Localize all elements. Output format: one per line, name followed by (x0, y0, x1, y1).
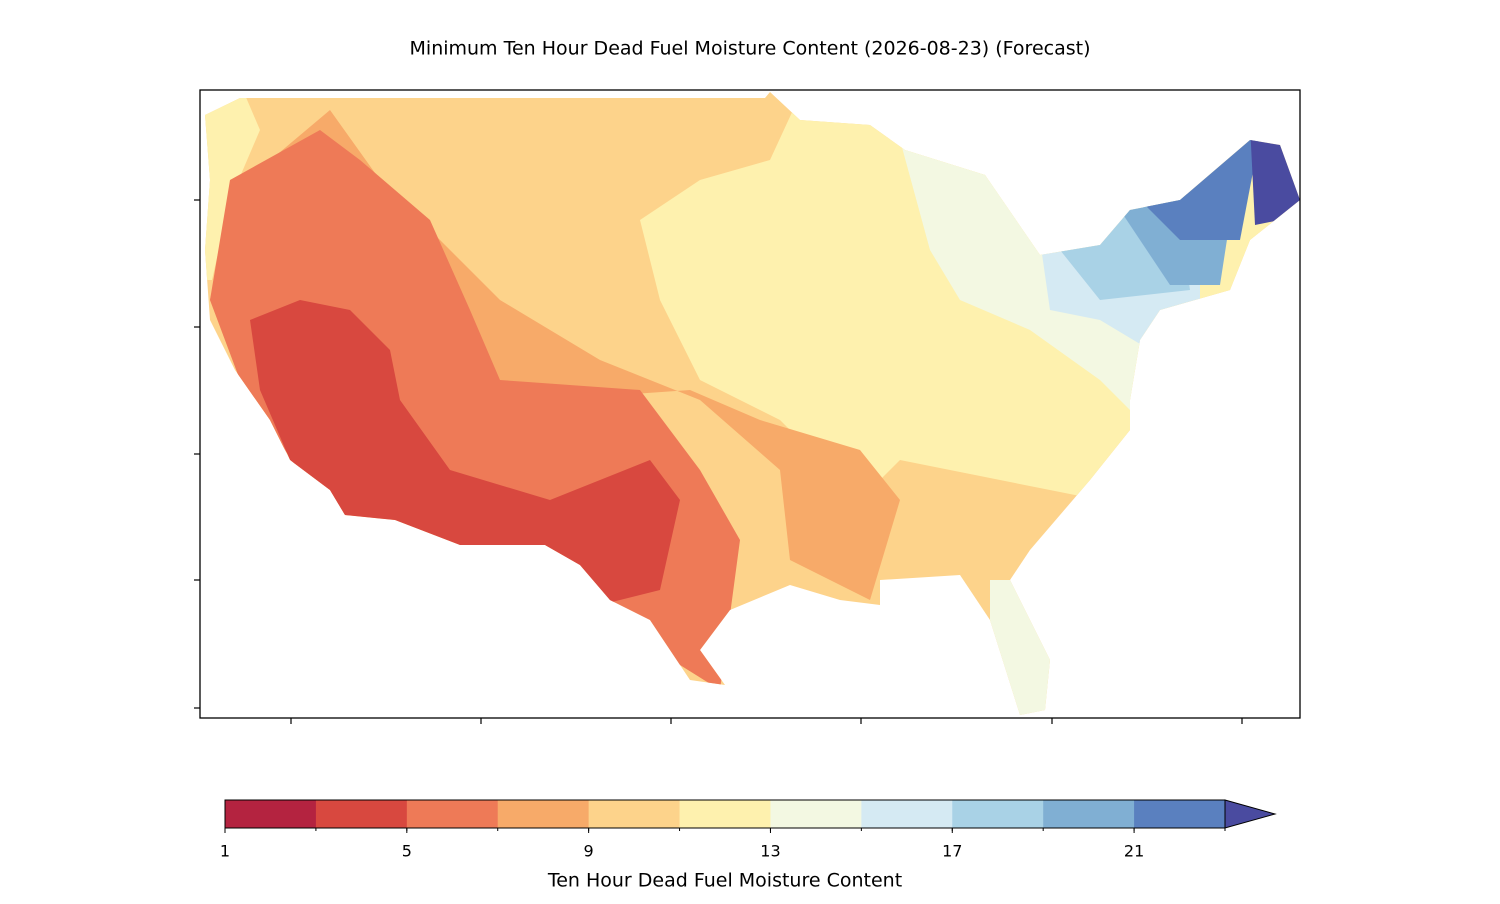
colorbar: 1 5 9 13 17 21 (220, 799, 1277, 861)
contour (990, 580, 1060, 715)
colorbar-segment (1134, 800, 1226, 828)
colorbar-tick-label: 21 (1124, 842, 1144, 861)
colorbar-segment (225, 800, 317, 828)
contour (900, 140, 1150, 420)
colorbar-segment (1043, 800, 1135, 828)
colorbar-segment (770, 800, 862, 828)
contour (250, 300, 680, 605)
colorbar-tick-label: 5 (402, 842, 412, 861)
colorbar-segment (861, 800, 953, 828)
colorbar-tick-label: 13 (760, 842, 780, 861)
contour (1250, 125, 1300, 225)
map-title: Minimum Ten Hour Dead Fuel Moisture Cont… (410, 38, 1091, 60)
colorbar-segment (497, 800, 590, 828)
colorbar-tick-label: 9 (584, 842, 594, 861)
moisture-field (205, 92, 1300, 715)
colorbar-frame (224, 799, 1226, 829)
colorbar-segment (679, 800, 771, 828)
colorbar-tick-label: 1 (220, 842, 230, 861)
colorbar-label: Ten Hour Dead Fuel Moisture Content (547, 870, 902, 892)
colorbar-segment (588, 800, 681, 828)
map-frame (199, 89, 1301, 719)
colorbar-segment (315, 800, 408, 828)
contour (1140, 135, 1260, 240)
colorbar-tick-label: 17 (942, 842, 962, 861)
colorbar-segment (952, 800, 1044, 828)
colorbar-extension (1224, 799, 1277, 829)
colorbar-segment (406, 800, 499, 828)
map-ticks (194, 199, 1243, 724)
